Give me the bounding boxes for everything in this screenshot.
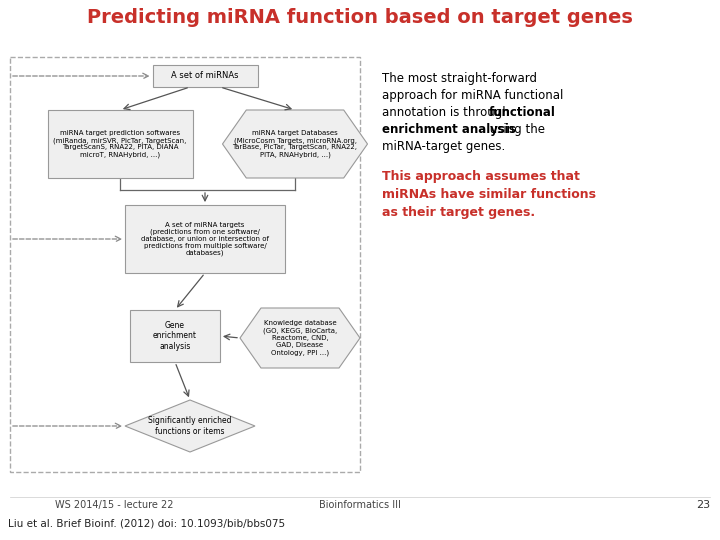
FancyBboxPatch shape — [153, 65, 258, 87]
Text: Predicting miRNA function based on target genes: Predicting miRNA function based on targe… — [87, 8, 633, 27]
Text: functional: functional — [489, 106, 556, 119]
Text: miRNA-target genes.: miRNA-target genes. — [382, 140, 505, 153]
Text: A set of miRNA targets
(predictions from one software/
database, or union or int: A set of miRNA targets (predictions from… — [141, 221, 269, 256]
Text: Knowledge database
(GO, KEGG, BioCarta,
Reactome, CND,
GAD, Disease
Ontology, PP: Knowledge database (GO, KEGG, BioCarta, … — [263, 321, 337, 355]
Text: miRNA target Databases
(MicroCosm Targets, microRNA.org,
TarBase, PicTar, Target: miRNA target Databases (MicroCosm Target… — [233, 130, 358, 158]
Text: This approach assumes that: This approach assumes that — [382, 170, 580, 183]
Text: as their target genes.: as their target genes. — [382, 206, 535, 219]
Text: Liu et al. Brief Bioinf. (2012) doi: 10.1093/bib/bbs075: Liu et al. Brief Bioinf. (2012) doi: 10.… — [8, 518, 285, 528]
Text: miRNA target prediction softwares
(miRanda, mirSVR, PicTar, TargetScan,
TargetSc: miRNA target prediction softwares (miRan… — [53, 130, 186, 158]
Polygon shape — [240, 308, 360, 368]
FancyBboxPatch shape — [130, 310, 220, 362]
Polygon shape — [125, 400, 255, 452]
Text: enrichment analysis: enrichment analysis — [382, 123, 516, 136]
Text: Significantly enriched
functions or items: Significantly enriched functions or item… — [148, 416, 232, 436]
Text: 23: 23 — [696, 500, 710, 510]
Text: annotation is through: annotation is through — [382, 106, 513, 119]
FancyBboxPatch shape — [125, 205, 285, 273]
Text: using the: using the — [486, 123, 545, 136]
Text: A set of miRNAs: A set of miRNAs — [171, 71, 239, 80]
FancyBboxPatch shape — [48, 110, 192, 178]
Text: The most straight-forward: The most straight-forward — [382, 72, 537, 85]
Text: Gene
enrichment
analysis: Gene enrichment analysis — [153, 321, 197, 351]
Polygon shape — [222, 110, 367, 178]
Text: WS 2014/15 - lecture 22: WS 2014/15 - lecture 22 — [55, 500, 174, 510]
Text: miRNAs have similar functions: miRNAs have similar functions — [382, 188, 596, 201]
Text: Bioinformatics III: Bioinformatics III — [319, 500, 401, 510]
Text: approach for miRNA functional: approach for miRNA functional — [382, 89, 563, 102]
